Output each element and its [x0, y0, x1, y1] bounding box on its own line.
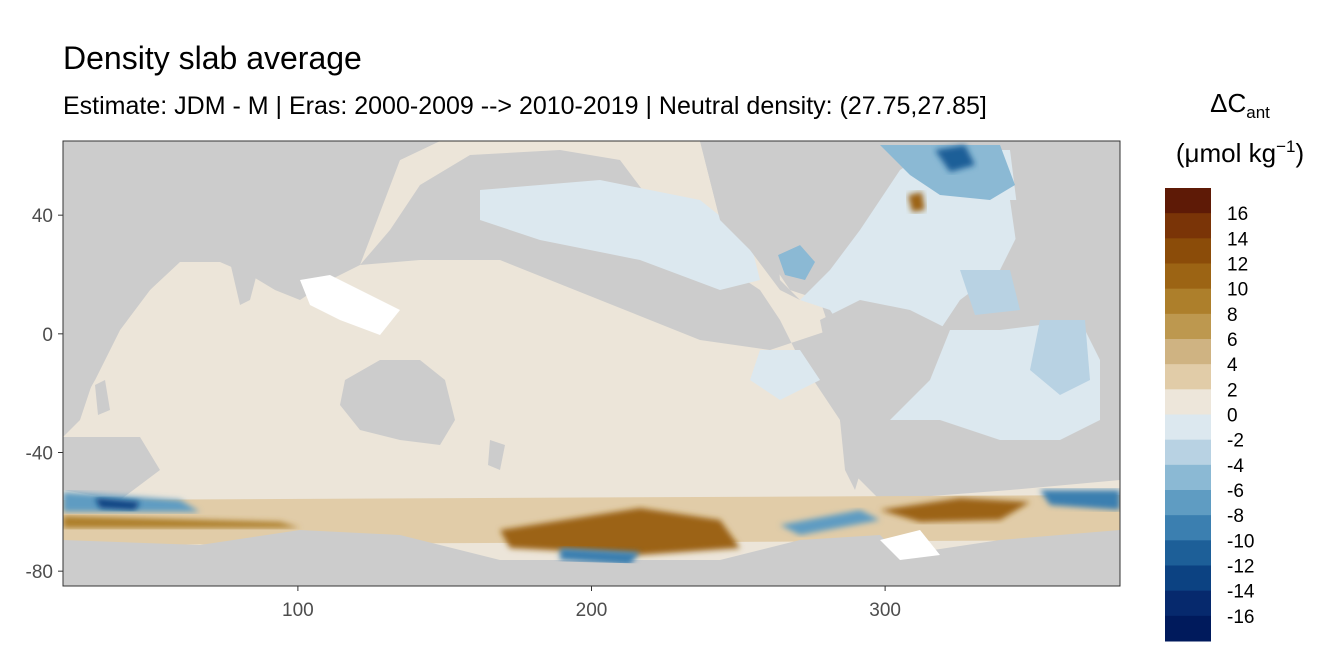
legend-unit-close: ): [1295, 138, 1304, 168]
pacific-so-blue: [780, 510, 880, 535]
y-tick-label: -40: [26, 444, 53, 465]
legend-break-label: -2: [1227, 431, 1244, 452]
ocean-field: [63, 141, 1120, 586]
legend-color-bin: [1165, 590, 1211, 617]
legend-unit-exponent: −1: [1276, 137, 1295, 156]
map-panel: [62, 140, 1121, 587]
legend-break-label: 8: [1227, 305, 1238, 326]
chart-title: Density slab average: [63, 40, 362, 76]
legend-title-subscript: ant: [1246, 103, 1270, 122]
india-land: [230, 262, 260, 305]
no-data-antarctic-fringe: [880, 530, 940, 560]
labrador-hotspot: [908, 192, 925, 212]
no-data-indonesia: [300, 275, 400, 335]
legend-color-bin: [1165, 288, 1211, 315]
legend-unit-base: (μmol kg: [1176, 138, 1276, 168]
legend-color-bin: [1165, 439, 1211, 466]
legend-color-bin: [1165, 490, 1211, 516]
south-atlantic-deep: [1030, 320, 1090, 395]
ross-sea-brown: [500, 508, 740, 555]
legend-break-label: 0: [1227, 406, 1238, 427]
x-tick-label: 300: [869, 600, 901, 621]
legend-color-bin: [1165, 339, 1211, 365]
legend-break-label: -8: [1227, 506, 1244, 527]
eurasia-africa-land: [63, 141, 440, 437]
africa-west-land: [1010, 200, 1120, 320]
australia-land: [340, 360, 455, 445]
legend-color-bin: [1165, 364, 1211, 390]
legend-break-label: -6: [1227, 481, 1244, 502]
y-tick-label: 0: [42, 325, 53, 346]
legend-color-bin: [1165, 389, 1211, 415]
x-tick-label: 100: [282, 600, 314, 621]
north-atlantic-deep: [960, 270, 1020, 315]
gulf-of-mexico: [778, 245, 815, 280]
legend-break-label: -10: [1227, 531, 1254, 552]
legend-break-label: 6: [1227, 330, 1238, 351]
antarctica-land: [63, 530, 1120, 586]
labrador-sea: [880, 145, 1015, 200]
weddell-brown: [880, 498, 1030, 522]
ross-sea-blue: [560, 548, 640, 565]
legend-color-bin: [1165, 515, 1211, 541]
legend-color-bin: [1165, 313, 1211, 340]
north-america-land: [700, 141, 880, 300]
legend-break-label: -4: [1227, 456, 1244, 477]
y-tick-label: 40: [32, 206, 53, 227]
legend-break-label: 14: [1227, 229, 1249, 250]
antarctic-shelf-indian: [63, 516, 300, 528]
north-pacific-blue-patch: [480, 180, 760, 290]
legend-break-label: 10: [1227, 280, 1248, 301]
legend-color-bin: [1165, 414, 1211, 441]
madagascar-land: [95, 380, 110, 415]
south-pacific-blue-patch: [750, 350, 820, 400]
legend-color-bin: [1165, 540, 1211, 566]
legend-break-label: 16: [1227, 204, 1248, 225]
y-tick-label: -80: [26, 562, 53, 583]
legend-break-label: 12: [1227, 255, 1248, 276]
legend-color-bin: [1165, 238, 1211, 264]
greenland-land: [1000, 141, 1120, 200]
x-tick-label: 200: [576, 600, 608, 621]
labrador-core: [935, 145, 975, 172]
indo-pacific-ocean: [63, 141, 1120, 560]
legend-break-label: -16: [1227, 607, 1254, 628]
south-america-land: [820, 300, 950, 490]
so-atlantic-blue: [1040, 490, 1120, 510]
legend-color-bin: [1165, 213, 1211, 239]
legend-color-bin: [1165, 464, 1211, 491]
so-indian-dark: [95, 498, 140, 510]
legend-break-label: -12: [1227, 557, 1254, 578]
legend-color-bin: [1165, 188, 1211, 214]
legend-break-label: -14: [1227, 582, 1255, 603]
legend-title: ΔCant: [1210, 88, 1270, 122]
chart-subtitle: Estimate: JDM - M | Eras: 2000-2009 --> …: [63, 92, 987, 120]
legend-color-bin: [1165, 615, 1211, 642]
legend-break-label: 4: [1227, 355, 1238, 376]
legend-color-bin: [1165, 263, 1211, 290]
legend: ΔCant (μmol kg−1) 16 14 12 10 8 6 4 2 0 -2 -4 -6 -8 -10…: [1165, 88, 1304, 642]
new-zealand-land: [488, 440, 505, 470]
africa-east-land: [63, 280, 120, 437]
legend-unit: (μmol kg−1): [1176, 137, 1304, 168]
legend-color-bin: [1165, 565, 1211, 592]
legend-break-label: 2: [1227, 380, 1238, 401]
